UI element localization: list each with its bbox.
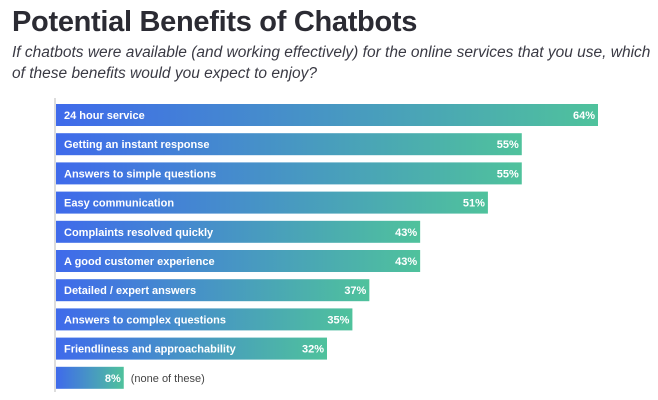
category-label: Answers to complex questions (64, 314, 226, 326)
value-label: 32% (302, 344, 324, 356)
category-label: Getting an instant response (64, 139, 209, 151)
category-label: Friendliness and approachability (64, 344, 237, 356)
category-label: A good customer experience (64, 256, 215, 268)
category-label: (none of these) (131, 373, 205, 385)
bar (56, 220, 421, 243)
category-label: 24 hour service (64, 110, 145, 122)
value-label: 35% (327, 314, 349, 326)
value-label: 55% (497, 168, 519, 180)
value-label: 43% (395, 227, 417, 239)
bar (56, 366, 124, 389)
chart-subtitle: If chatbots were available (and working … (12, 44, 651, 82)
bar (56, 191, 488, 214)
value-label: 8% (105, 373, 121, 385)
value-label: 55% (497, 139, 519, 151)
value-label: 43% (395, 256, 417, 268)
bar (56, 133, 522, 156)
chart-title: Potential Benefits of Chatbots (12, 6, 418, 38)
category-label: Detailed / expert answers (64, 285, 196, 297)
bar (56, 308, 353, 331)
category-label: Answers to simple questions (64, 168, 216, 180)
category-label: Complaints resolved quickly (64, 227, 214, 239)
value-label: 64% (573, 110, 595, 122)
bar (56, 104, 598, 126)
value-label: 37% (344, 285, 366, 297)
bar (56, 162, 522, 185)
bar (56, 250, 421, 272)
category-label: Easy communication (64, 198, 174, 210)
value-label: 51% (463, 198, 485, 210)
bar (56, 337, 327, 360)
bar (56, 279, 370, 302)
